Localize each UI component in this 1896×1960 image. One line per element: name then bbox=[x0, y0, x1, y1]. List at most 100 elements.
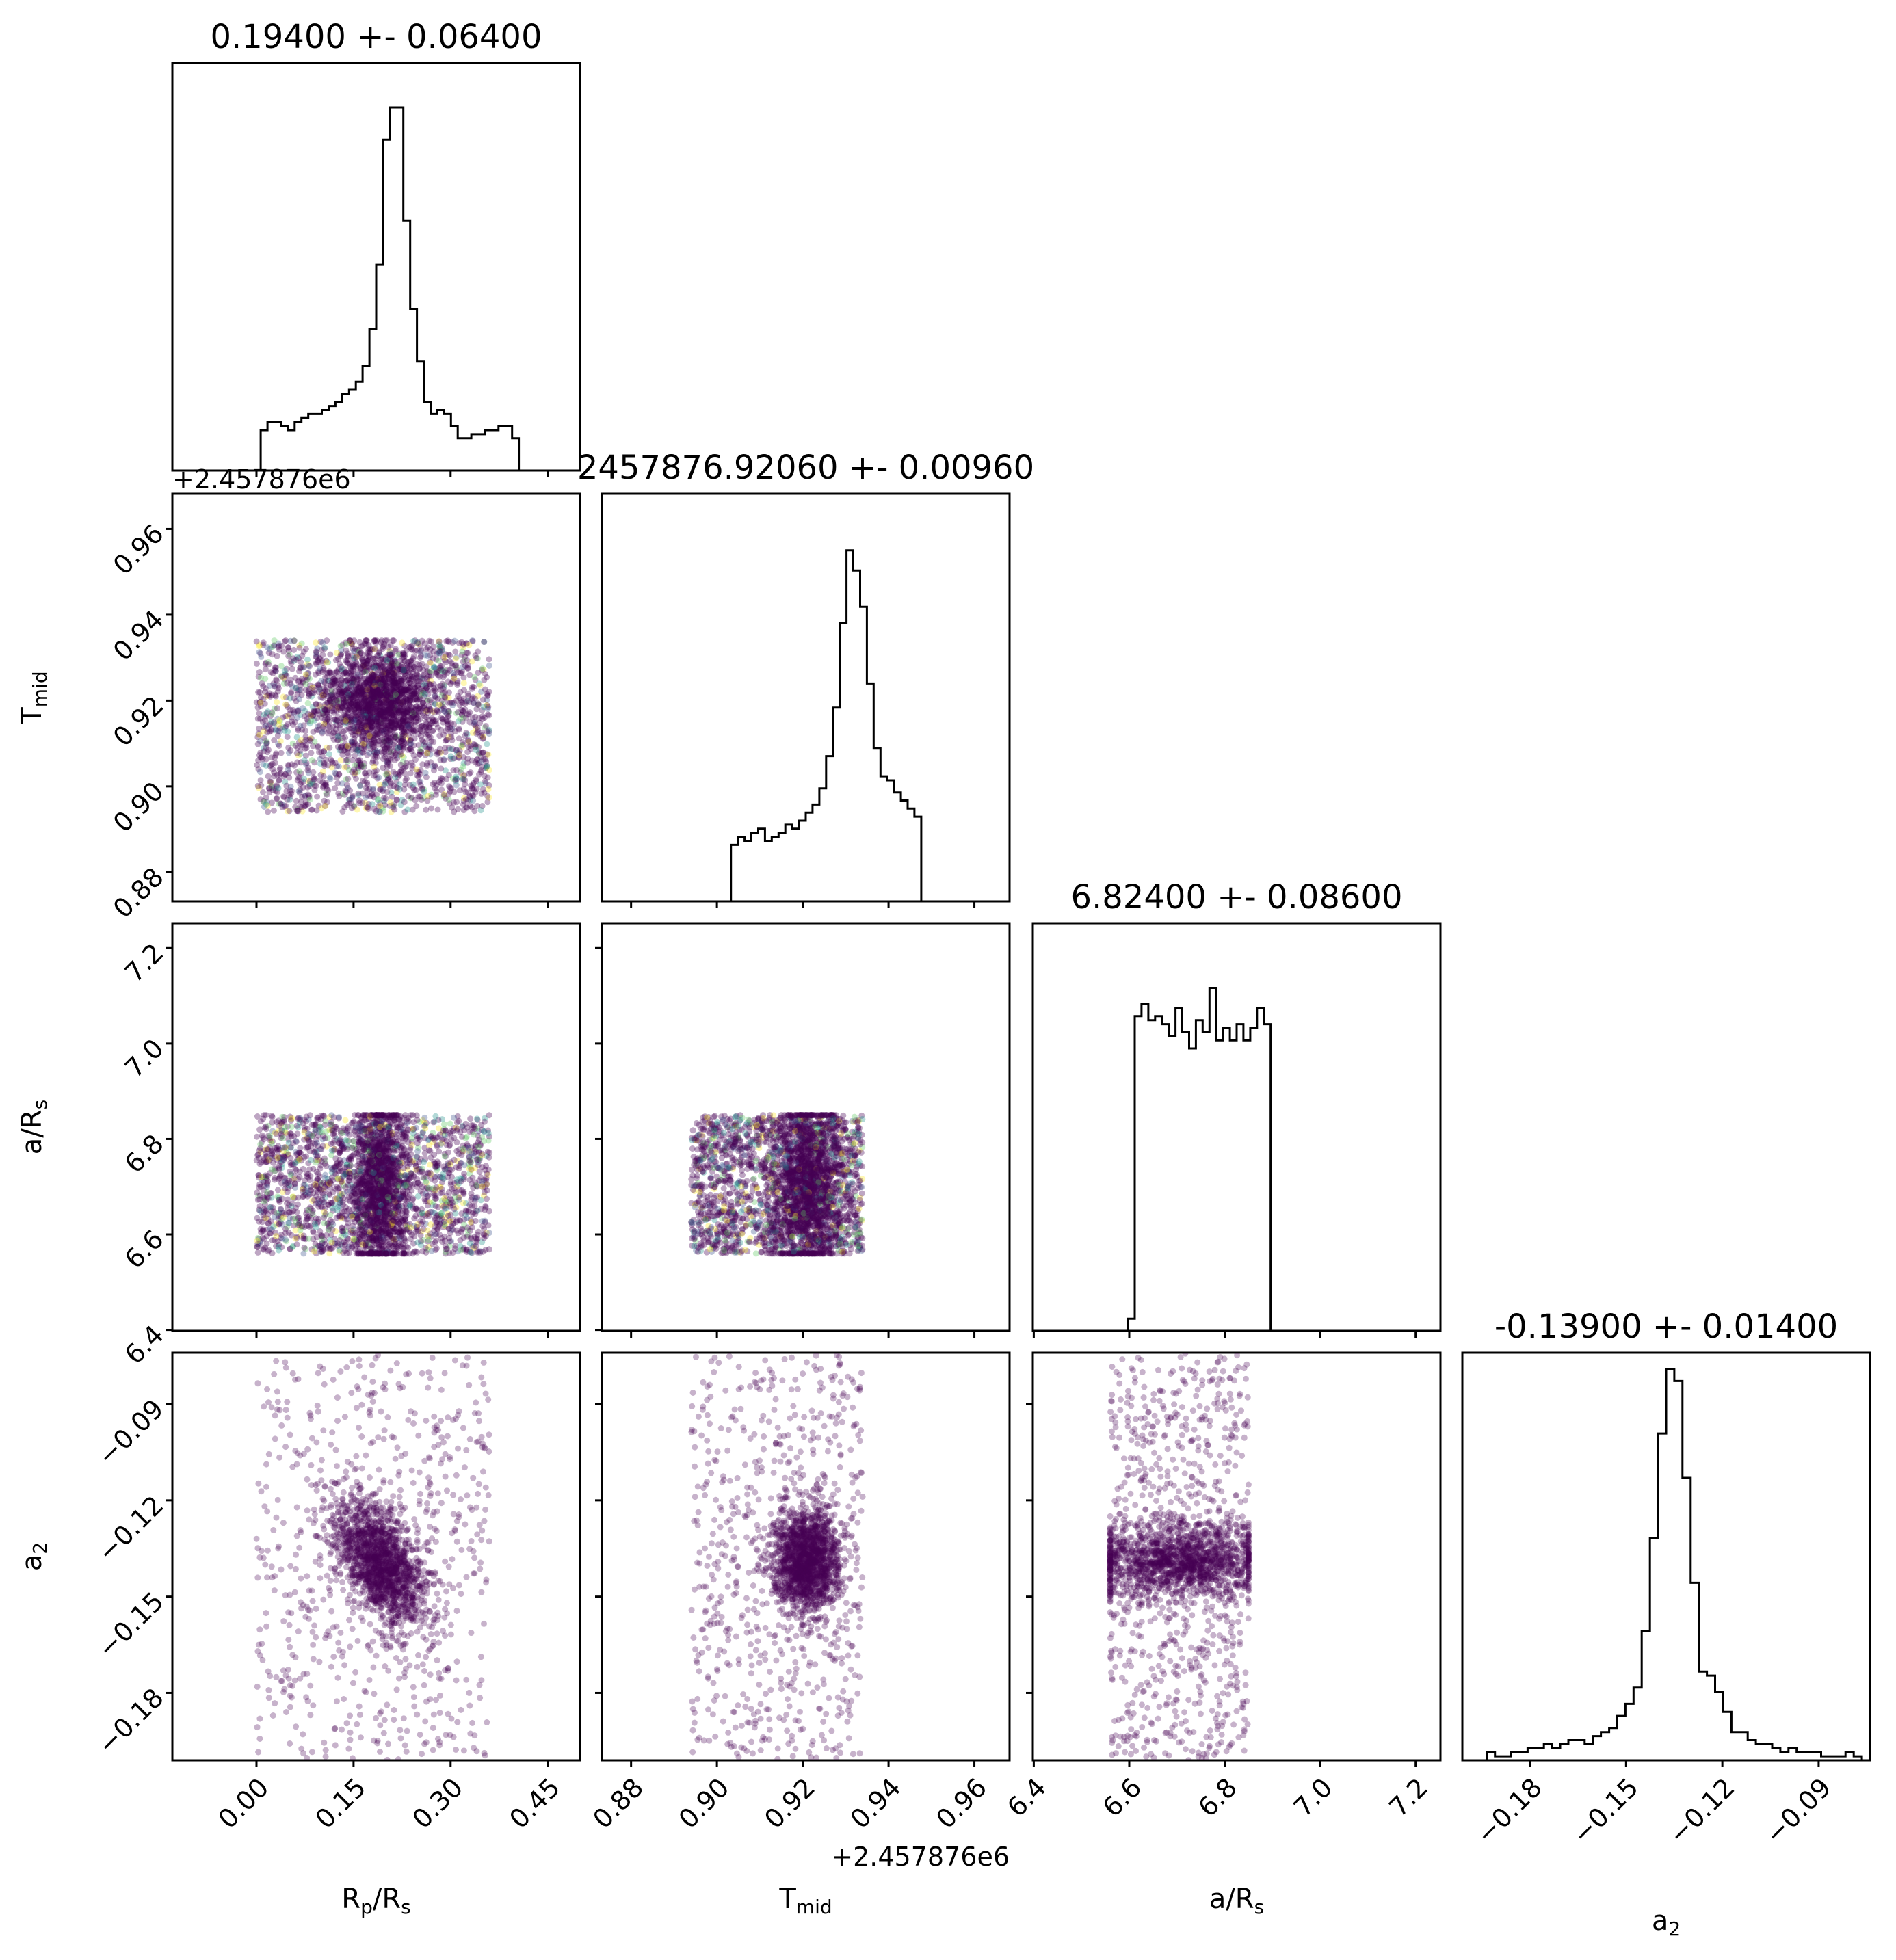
point bbox=[414, 682, 421, 689]
point bbox=[302, 680, 309, 687]
point bbox=[389, 670, 396, 676]
point bbox=[311, 717, 318, 724]
point bbox=[410, 713, 417, 719]
point bbox=[351, 752, 358, 759]
point bbox=[296, 642, 303, 649]
point bbox=[285, 648, 292, 654]
point bbox=[299, 664, 306, 671]
point bbox=[478, 732, 485, 739]
point bbox=[401, 683, 408, 689]
point bbox=[321, 726, 328, 732]
point bbox=[386, 727, 393, 734]
point bbox=[345, 796, 352, 803]
point bbox=[371, 750, 378, 756]
point bbox=[410, 638, 417, 644]
point bbox=[439, 776, 446, 782]
point bbox=[423, 806, 430, 813]
point bbox=[271, 667, 278, 674]
point bbox=[342, 1117, 349, 1124]
point bbox=[350, 712, 356, 719]
point bbox=[466, 709, 473, 716]
point bbox=[274, 771, 280, 778]
point bbox=[423, 679, 430, 686]
point bbox=[286, 808, 293, 815]
point bbox=[380, 726, 387, 733]
point bbox=[443, 638, 450, 645]
point bbox=[441, 682, 448, 689]
point bbox=[360, 680, 367, 687]
point bbox=[371, 690, 378, 697]
point bbox=[272, 667, 279, 674]
point bbox=[366, 703, 373, 710]
point bbox=[273, 782, 280, 789]
point bbox=[257, 699, 264, 706]
point bbox=[386, 649, 393, 656]
point bbox=[358, 719, 365, 726]
point bbox=[355, 648, 362, 655]
point bbox=[321, 760, 328, 767]
point bbox=[360, 669, 367, 676]
point bbox=[367, 646, 373, 652]
point bbox=[387, 737, 394, 744]
point bbox=[375, 652, 382, 659]
point bbox=[460, 641, 467, 648]
point bbox=[390, 702, 397, 708]
point bbox=[393, 713, 399, 720]
point bbox=[359, 642, 366, 649]
point bbox=[412, 647, 419, 654]
point bbox=[408, 715, 414, 721]
point bbox=[374, 711, 381, 717]
point bbox=[369, 685, 376, 692]
point bbox=[360, 681, 367, 688]
point bbox=[374, 682, 381, 689]
point bbox=[332, 785, 339, 792]
point bbox=[283, 782, 290, 789]
point bbox=[372, 706, 379, 713]
point bbox=[398, 768, 405, 775]
point bbox=[265, 747, 272, 753]
point bbox=[355, 792, 362, 799]
point bbox=[369, 785, 376, 792]
point bbox=[348, 739, 355, 746]
point bbox=[378, 673, 385, 680]
point bbox=[376, 724, 382, 730]
point bbox=[340, 696, 347, 702]
point bbox=[345, 752, 352, 758]
point bbox=[346, 637, 353, 644]
point bbox=[369, 759, 376, 766]
point bbox=[430, 781, 436, 788]
point bbox=[376, 650, 382, 657]
point bbox=[380, 698, 387, 705]
point bbox=[392, 648, 399, 654]
scatter-layer bbox=[253, 637, 1252, 1760]
point bbox=[254, 741, 261, 747]
point bbox=[262, 675, 269, 682]
point bbox=[412, 703, 419, 710]
point bbox=[369, 710, 376, 716]
point bbox=[416, 661, 423, 668]
point bbox=[339, 704, 346, 711]
point bbox=[414, 678, 421, 685]
point bbox=[389, 719, 395, 726]
point bbox=[341, 683, 348, 689]
point bbox=[373, 683, 380, 689]
point bbox=[323, 711, 330, 717]
point bbox=[341, 715, 347, 722]
point bbox=[473, 778, 479, 784]
point bbox=[272, 683, 278, 690]
point bbox=[484, 728, 490, 735]
point bbox=[384, 682, 390, 689]
point bbox=[417, 643, 424, 650]
point bbox=[315, 683, 322, 689]
point bbox=[373, 750, 380, 756]
point bbox=[321, 644, 328, 651]
point bbox=[386, 648, 393, 654]
point bbox=[339, 641, 346, 648]
point bbox=[471, 684, 477, 690]
point bbox=[401, 685, 407, 692]
point bbox=[371, 692, 378, 699]
point bbox=[464, 698, 471, 704]
point bbox=[342, 700, 349, 706]
point bbox=[256, 649, 263, 656]
point bbox=[254, 1113, 261, 1120]
